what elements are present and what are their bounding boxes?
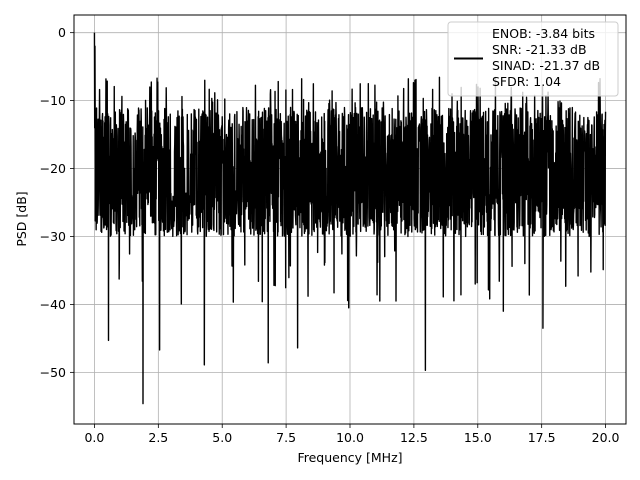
x-tick-label-7: 17.5: [528, 430, 556, 445]
y-axis: 0 −10 −20 −30 −40 −50: [40, 25, 74, 380]
y-tick-label-1: −10: [40, 93, 66, 108]
series-layer: [93, 32, 607, 405]
y-tick-label-3: −30: [40, 229, 66, 244]
x-tick-label-3: 7.5: [276, 430, 296, 445]
y-tick-label-0: 0: [58, 25, 66, 40]
legend-snr: SNR: -21.33 dB: [492, 42, 587, 57]
legend-sinad: SINAD: -21.37 dB: [492, 58, 600, 73]
legend-enob: ENOB: -3.84 bits: [492, 26, 595, 41]
x-tick-label-0: 0.0: [84, 430, 104, 445]
x-tick-label-4: 10.0: [336, 430, 364, 445]
legend-box: [447, 21, 619, 97]
legend: ENOB: -3.84 bits SNR: -21.33 dB SINAD: -…: [447, 21, 619, 97]
legend-sfdr: SFDR: 1.04: [492, 74, 561, 89]
y-tick-label-2: −20: [40, 161, 66, 176]
y-axis-label: PSD [dB]: [14, 191, 29, 246]
x-tick-label-5: 12.5: [400, 430, 428, 445]
y-tick-label-5: −50: [40, 365, 66, 380]
x-tick-label-1: 2.5: [148, 430, 168, 445]
x-axis-label: Frequency [MHz]: [297, 450, 402, 465]
x-tick-label-2: 5.0: [212, 430, 232, 445]
x-tick-label-8: 20.0: [592, 430, 620, 445]
y-tick-label-4: −40: [40, 297, 66, 312]
x-axis: 0.0 2.5 5.0 7.5 10.0 12.5 15.0 17.5 20.0: [84, 424, 620, 445]
x-tick-label-6: 15.0: [464, 430, 492, 445]
psd-line: [93, 32, 607, 405]
